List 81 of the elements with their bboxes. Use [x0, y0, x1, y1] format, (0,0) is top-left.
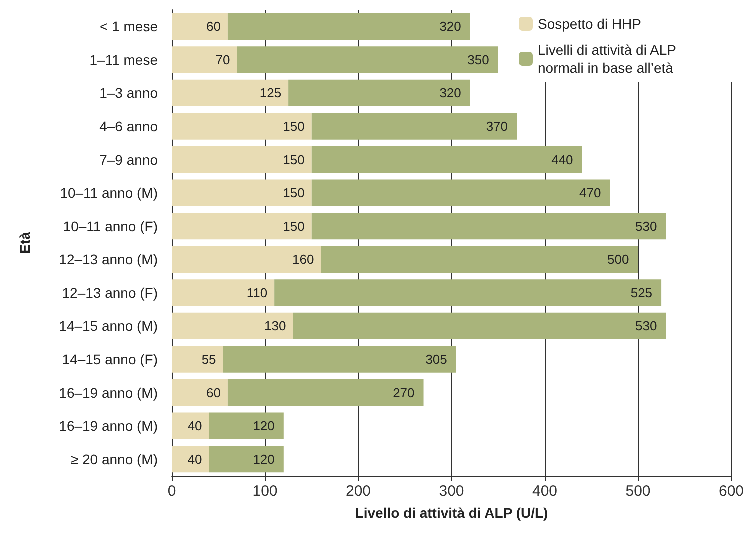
- y-tick-label: 12–13 anno (M): [59, 252, 158, 268]
- total-label: 470: [580, 186, 602, 201]
- y-tick-label: 12–13 anno (F): [62, 284, 158, 301]
- total-label: 530: [636, 318, 658, 334]
- bar: [288, 80, 470, 107]
- total-label: 120: [253, 452, 275, 467]
- total-label: 525: [630, 285, 653, 300]
- bar: [172, 113, 312, 140]
- total-label: 370: [486, 119, 508, 134]
- y-tick-label: ≥ 20 anno (M): [70, 451, 158, 468]
- bar: [172, 346, 224, 373]
- data-label: 150: [283, 152, 305, 168]
- bar: [209, 446, 284, 473]
- bar: [172, 46, 238, 74]
- bar: [293, 312, 666, 340]
- bar: [223, 346, 456, 373]
- total-label: 305: [426, 352, 448, 367]
- data-label: 40: [188, 452, 202, 467]
- bar: [312, 113, 518, 140]
- data-label: 160: [292, 252, 314, 268]
- data-label: 70: [216, 52, 230, 68]
- bar: [172, 180, 312, 206]
- x-tick-label: 500: [626, 483, 651, 500]
- bar: [172, 412, 210, 440]
- total-label: 120: [253, 418, 275, 434]
- bar: [172, 246, 322, 273]
- bar: [172, 379, 228, 406]
- bar: [172, 446, 210, 473]
- data-label: 110: [246, 285, 268, 300]
- bar: [172, 13, 228, 40]
- bar: [237, 46, 498, 74]
- total-label: 320: [440, 86, 462, 101]
- data-label: 55: [202, 352, 216, 367]
- data-label: 125: [260, 86, 282, 101]
- data-label: 150: [283, 119, 305, 134]
- total-label: 530: [636, 218, 658, 234]
- x-tick-label: 200: [346, 483, 372, 500]
- bar: [312, 180, 610, 206]
- x-tick-label: 100: [252, 483, 278, 500]
- y-tick-label: 4–6 anno: [100, 118, 158, 134]
- y-tick-label: 16–19 anno (M): [59, 384, 158, 401]
- y-tick-label: 14–15 anno (F): [62, 352, 158, 368]
- bar: [228, 379, 424, 406]
- data-label: 130: [264, 318, 286, 334]
- data-label: 60: [206, 19, 221, 34]
- y-tick-label: 14–15 anno (M): [59, 318, 158, 334]
- total-label: 500: [608, 252, 630, 268]
- y-axis-title: Età: [17, 232, 33, 254]
- data-label: 60: [206, 385, 221, 400]
- y-tick-label: 7–9 anno: [100, 152, 158, 168]
- bar: [172, 213, 312, 240]
- total-label: 440: [552, 152, 574, 168]
- x-tick-label: 600: [718, 483, 744, 500]
- data-label: 150: [283, 218, 305, 234]
- bar: [274, 280, 662, 306]
- y-tick-label: 16–19 anno (M): [59, 418, 158, 434]
- bar: [172, 312, 294, 340]
- data-label: 150: [283, 186, 305, 201]
- data-label: 40: [188, 418, 202, 434]
- total-label: 320: [440, 19, 462, 34]
- y-tick-label: < 1 mese: [100, 18, 158, 35]
- bar: [312, 146, 582, 174]
- bar: [209, 412, 284, 440]
- bar: [228, 13, 470, 40]
- bar: [172, 280, 275, 306]
- bar: [172, 80, 289, 107]
- x-tick-label: 300: [439, 483, 464, 500]
- bar: [321, 246, 638, 273]
- x-tick-label: 400: [532, 483, 558, 500]
- legend-label: Livelli di attività di ALP normali in base all’età: [538, 42, 680, 76]
- y-tick-label: 1–3 anno: [100, 85, 158, 102]
- bar: [172, 146, 312, 174]
- total-label: 350: [468, 52, 490, 68]
- x-tick-label: 0: [168, 483, 176, 500]
- y-tick-label: 10–11 anno (M): [60, 185, 158, 202]
- x-axis-title: Livello di attività di ALP (U/L): [355, 505, 548, 521]
- y-tick-label: 10–11 anno (F): [63, 218, 158, 234]
- y-tick-label: 1–11 mese: [90, 52, 158, 68]
- bar: [312, 213, 666, 240]
- legend-label: Sospetto di HHP: [538, 16, 642, 32]
- total-label: 270: [393, 385, 415, 400]
